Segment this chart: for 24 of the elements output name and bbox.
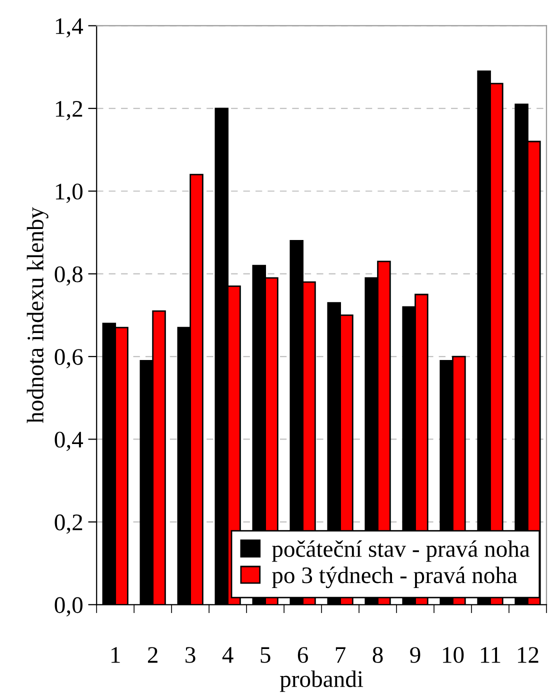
y-tick-label: 1,2 (56, 100, 82, 120)
x-tick-label: 6 (298, 647, 308, 663)
x-tick-label: 12 (518, 647, 538, 663)
x-tick-label: 4 (222, 647, 234, 663)
y-tick-label: 0,6 (54, 349, 83, 368)
y-tick-label: 1,4 (56, 18, 84, 38)
legend-label: po 3 týdnech - pravá noha (272, 566, 518, 588)
x-tick-label: 2 (148, 647, 158, 663)
y-tick-label: 0,8 (54, 266, 83, 286)
x-tick-label: 8 (372, 647, 383, 663)
y-tick-label: 0,0 (54, 597, 83, 616)
legend-label: počáteční stav - pravá noha (272, 540, 530, 562)
y-tick-label: 0,4 (54, 432, 84, 452)
x-tick-label: 5 (260, 647, 270, 663)
x-tick-label: 11 (480, 647, 500, 663)
x-tick-label: 7 (336, 647, 346, 663)
x-tick-label: 10 (443, 647, 464, 663)
x-tick-label: 3 (186, 647, 196, 663)
x-tick-label: 9 (410, 647, 420, 663)
y-axis-title: hodnota indexu klenby (26, 207, 48, 424)
y-tick-label: 1,0 (56, 184, 83, 203)
y-tick-label: 0,2 (54, 514, 82, 534)
x-tick-label: 1 (112, 647, 120, 663)
x-axis-title: probandi (280, 670, 364, 692)
